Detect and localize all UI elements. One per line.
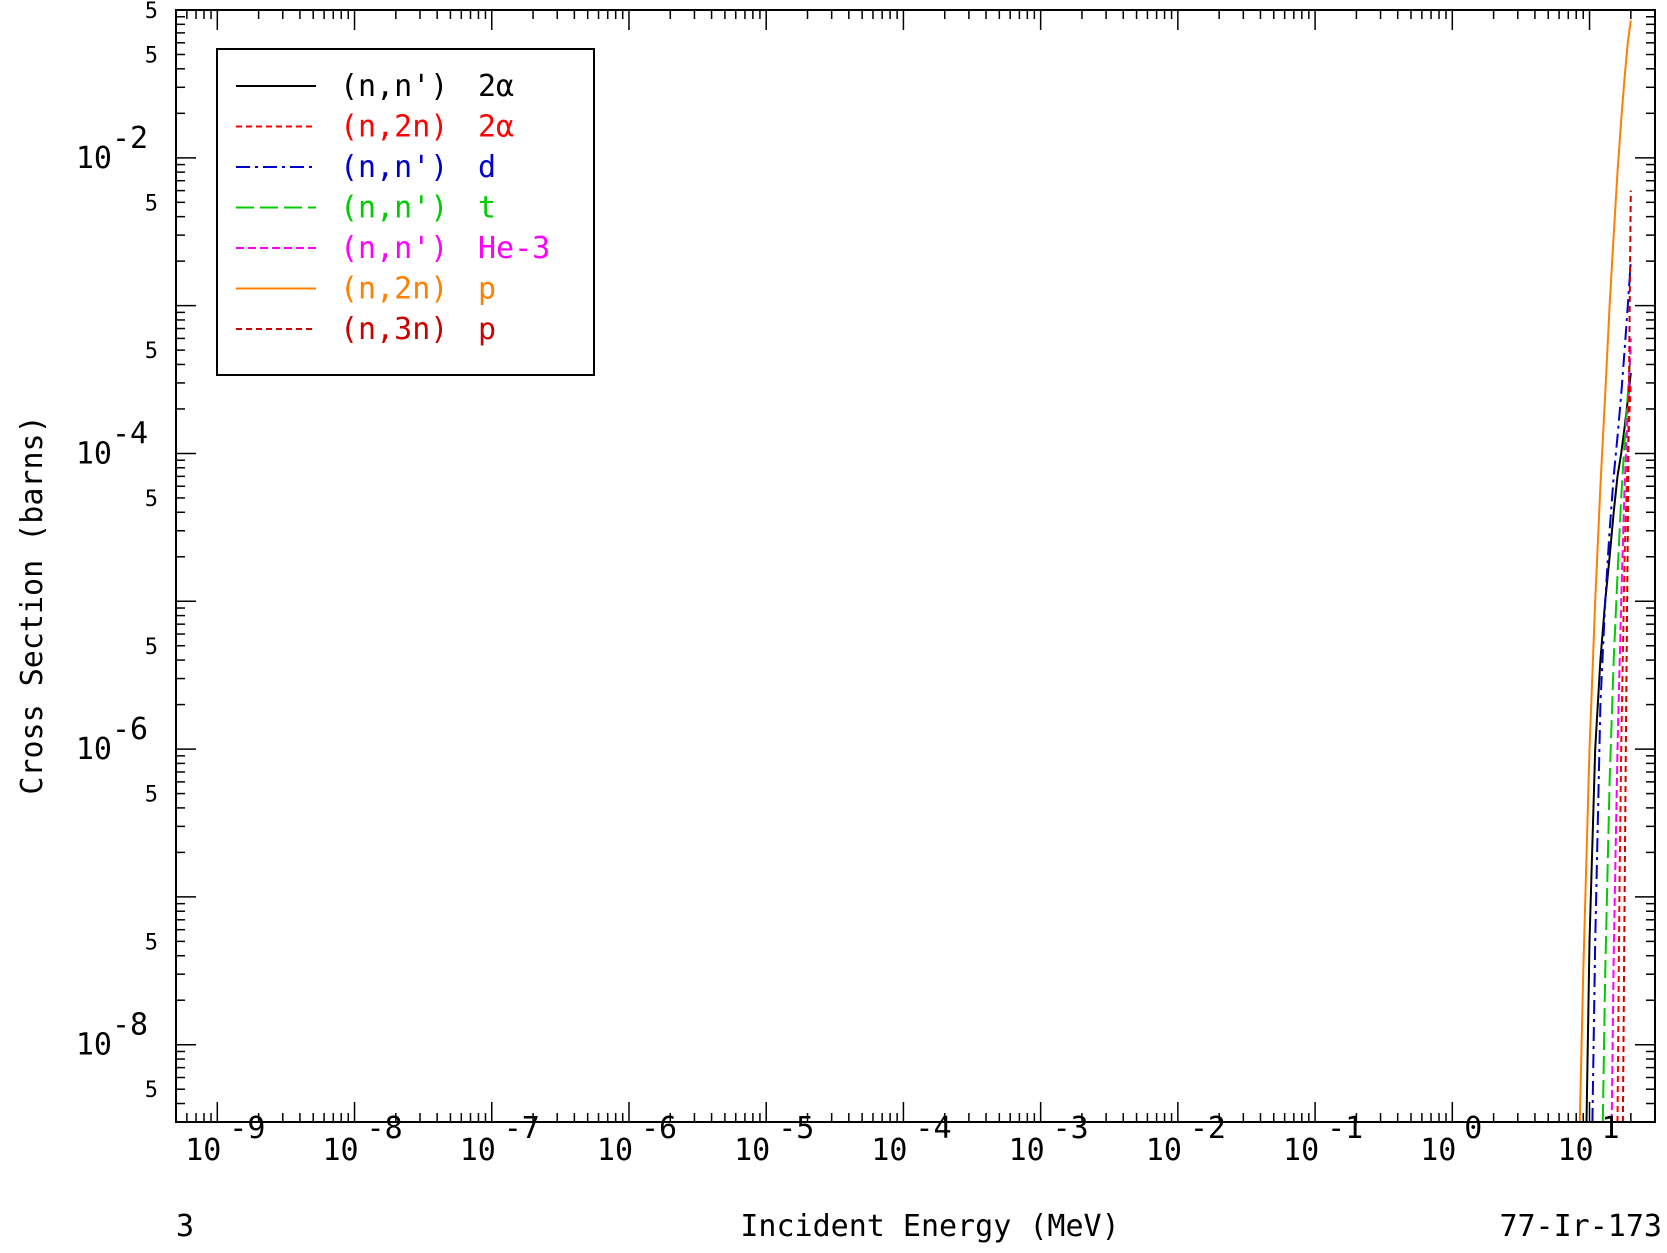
legend-label-particle: p: [478, 272, 496, 307]
plot-frame: [175, 9, 1656, 1123]
y-tick-label-base: 10: [76, 732, 112, 767]
x-tick-label-exponent: 1: [1602, 1111, 1620, 1146]
legend-label-reaction: (n,n'): [340, 191, 448, 226]
x-tick-labels: 10-910-810-710-610-510-410-310-210-11001…: [185, 1111, 1619, 1168]
y-minor-tick-label: 5: [145, 1078, 158, 1103]
y-tick-label-exponent: -2: [112, 121, 148, 156]
legend-label-reaction: (n,2n): [340, 110, 448, 145]
series-line: [1621, 190, 1632, 1122]
y-axis-title: Cross Section (barns): [15, 415, 50, 794]
legend-label-particle: p: [478, 312, 496, 347]
x-tick-label-base: 10: [185, 1133, 221, 1168]
legend-label-reaction: (n,2n): [340, 272, 448, 307]
series-line: [1601, 350, 1632, 1122]
x-tick-label-exponent: -2: [1190, 1111, 1226, 1146]
x-tick-label-exponent: 0: [1464, 1111, 1482, 1146]
series-line: [1610, 338, 1632, 1122]
legend-label-reaction: (n,n'): [340, 150, 448, 185]
x-tick-label-base: 10: [1009, 1133, 1045, 1168]
legend-label-particle: 2α: [478, 110, 514, 145]
bottom-left-annotation: 3: [176, 1209, 194, 1244]
y-minor-tick-label: 5: [145, 783, 158, 808]
tick-layer: [175, 9, 1656, 1123]
x-axis-title: Incident Energy (MeV): [740, 1209, 1119, 1244]
x-tick-label-exponent: -3: [1053, 1111, 1089, 1146]
x-tick-label-exponent: -1: [1327, 1111, 1363, 1146]
legend-label-reaction: (n,3n): [340, 312, 448, 347]
x-tick-label-exponent: -7: [504, 1111, 540, 1146]
legend-label-particle: He-3: [478, 231, 550, 266]
x-tick-label-exponent: -5: [778, 1111, 814, 1146]
x-tick-label-base: 10: [460, 1133, 496, 1168]
x-tick-label-base: 10: [1146, 1133, 1182, 1168]
y-tick-label-base: 10: [76, 1028, 112, 1063]
y-tick-label-base: 10: [76, 141, 112, 176]
x-tick-label-base: 10: [597, 1133, 633, 1168]
y-minor-tick-label: 5: [145, 43, 158, 68]
x-tick-label-base: 10: [1557, 1133, 1593, 1168]
legend-box: [216, 48, 595, 376]
x-tick-label-exponent: -8: [367, 1111, 403, 1146]
legend-label-reaction: (n,n'): [340, 231, 448, 266]
y-tick-label-exponent: -4: [112, 416, 148, 451]
legend-label-reaction: (n,n'): [340, 69, 448, 104]
y-minor-tick-label: 5: [145, 0, 158, 24]
y-tick-label-exponent: -8: [112, 1008, 148, 1043]
x-tick-label-exponent: -9: [229, 1111, 265, 1146]
x-tick-label-base: 10: [734, 1133, 770, 1168]
y-minor-tick-label: 5: [145, 191, 158, 216]
bottom-right-annotation: 77-Ir-173: [1499, 1209, 1662, 1244]
x-tick-label-base: 10: [1283, 1133, 1319, 1168]
x-tick-label-exponent: -6: [641, 1111, 677, 1146]
y-minor-tick-label: 5: [145, 930, 158, 955]
legend-label-particle: t: [478, 191, 496, 226]
x-tick-label-base: 10: [1420, 1133, 1456, 1168]
y-tick-label-exponent: -6: [112, 712, 148, 747]
legend-entries: (n,n') 2α (n,2n) 2α (n,n') d (n,n') t (n,n') He-3…: [236, 69, 550, 347]
legend-label-particle: d: [478, 150, 496, 185]
x-tick-label-exponent: -4: [915, 1111, 951, 1146]
series-layer: [1578, 20, 1632, 1122]
series-line: [1591, 261, 1632, 1122]
legend: (n,n') 2α (n,2n) 2α (n,n') d (n,n') t (n,n') He-3…: [216, 48, 595, 376]
y-minor-tick-label: 5: [145, 635, 158, 660]
x-tick-label-base: 10: [871, 1133, 907, 1168]
x-tick-label-base: 10: [322, 1133, 358, 1168]
legend-label-particle: 2α: [478, 69, 514, 104]
y-minor-tick-label: 5: [145, 487, 158, 512]
series-line: [1578, 20, 1632, 1122]
y-minor-tick-label: 5: [145, 339, 158, 364]
y-tick-label-base: 10: [76, 436, 112, 471]
